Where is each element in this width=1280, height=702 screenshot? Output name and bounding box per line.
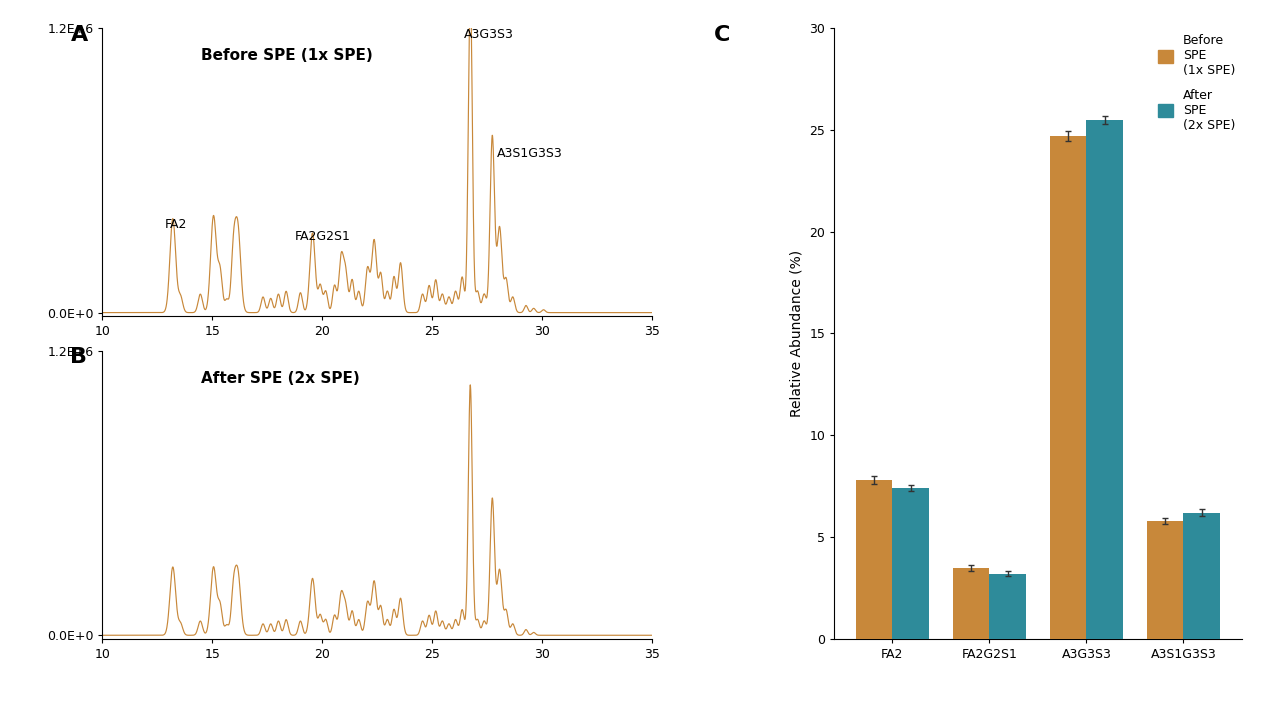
Bar (1087, 119, 1124, 639)
Text: A3S1G3S3: A3S1G3S3 (497, 147, 563, 160)
Text: C: C (714, 25, 731, 44)
Text: A3G3S3: A3G3S3 (465, 27, 515, 41)
Y-axis label: Relative Abundance (%): Relative Abundance (%) (790, 250, 804, 417)
Bar (1184, 512, 1220, 639)
Bar (952, 567, 989, 639)
Bar (892, 488, 929, 639)
Bar (989, 574, 1027, 639)
Text: After SPE (2x SPE): After SPE (2x SPE) (201, 371, 360, 386)
Text: Before SPE (1x SPE): Before SPE (1x SPE) (201, 48, 374, 63)
Legend: Before
SPE
(1x SPE), After
SPE
(2x SPE): Before SPE (1x SPE), After SPE (2x SPE) (1158, 34, 1235, 131)
Text: FA2G2S1: FA2G2S1 (294, 230, 351, 244)
Text: B: B (70, 347, 87, 367)
Text: FA2: FA2 (165, 218, 187, 232)
Text: A: A (70, 25, 87, 44)
Bar (1050, 136, 1087, 639)
Bar (1147, 521, 1184, 639)
Bar (855, 480, 892, 639)
